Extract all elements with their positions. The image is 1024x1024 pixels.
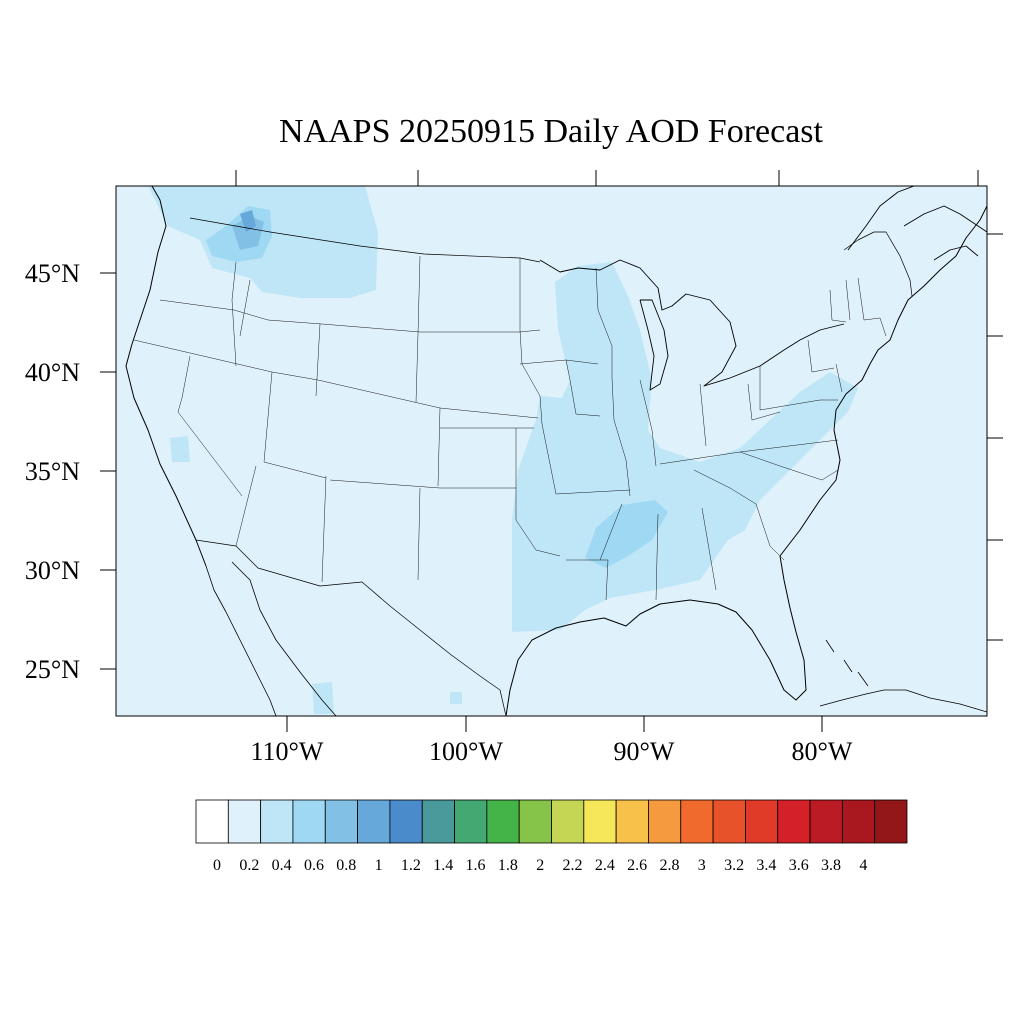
- colorbar-box: [486, 799, 520, 844]
- colorbar-tick-label: 3.8: [821, 857, 841, 874]
- border-us-mexico: [195, 539, 507, 716]
- colorbar-box: [648, 799, 682, 844]
- coastline-cuba-bahamas: [819, 639, 987, 713]
- coastline-gulf: [505, 599, 807, 716]
- chart-title: NAAPS 20250915 Daily AOD Forecast: [279, 113, 824, 150]
- coastline-great-lakes: [539, 259, 845, 391]
- colorbar-tick-label: 2.4: [595, 857, 615, 874]
- colorbar-tick-label: 1.6: [466, 857, 486, 874]
- colorbar-tick-label: 1: [375, 857, 383, 874]
- colorbar: [195, 799, 908, 844]
- map-panel: [115, 185, 988, 717]
- colorbar-box: [680, 799, 714, 844]
- colorbar-tick-label: 1.4: [433, 857, 453, 874]
- colorbar-box: [389, 799, 423, 844]
- lat-label: 35°N: [25, 457, 80, 486]
- map-boundaries: [125, 186, 987, 716]
- border-us-canada: [189, 217, 913, 297]
- lat-label: 45°N: [25, 259, 80, 288]
- colorbar-box: [712, 799, 746, 844]
- colorbar-tick-label: 3: [698, 857, 706, 874]
- colorbar-tick-label: 2.6: [627, 857, 647, 874]
- colorbar-tick-label: 1.2: [401, 857, 421, 874]
- colorbar-box: [518, 799, 552, 844]
- colorbar-tick-label: 3.2: [724, 857, 744, 874]
- colorbar-box: [227, 799, 262, 844]
- aod-field: [148, 186, 858, 714]
- aod-region-mexico-speck: [312, 682, 334, 714]
- colorbar-box: [421, 799, 455, 844]
- longitude-labels: 110°W 100°W 90°W 80°W: [251, 737, 853, 766]
- colorbar-box: [260, 799, 294, 844]
- axis-ticks: [100, 170, 1003, 732]
- colorbar-box: [292, 799, 326, 844]
- colorbar-box: [357, 799, 391, 844]
- colorbar-tick-label: 3.4: [756, 857, 776, 874]
- colorbar-tick-label: 2.2: [563, 857, 583, 874]
- colorbar-box: [195, 799, 229, 844]
- coastline-west: [125, 186, 207, 567]
- colorbar-box: [551, 799, 585, 844]
- lat-label: 40°N: [25, 358, 80, 387]
- colorbar-tick-label: 1.8: [498, 857, 518, 874]
- colorbar-tick-label: 0.8: [336, 857, 356, 874]
- colorbar-box: [615, 799, 649, 844]
- colorbar-tick-label: 0: [213, 857, 221, 874]
- colorbar-tick-label: 2: [536, 857, 544, 874]
- latitude-labels: 45°N 40°N 35°N 30°N 25°N: [25, 259, 80, 684]
- colorbar-box: [777, 799, 811, 844]
- colorbar-tick-label: 0.6: [304, 857, 324, 874]
- colorbar-tick-label: 4: [859, 857, 867, 874]
- colorbar-box: [583, 799, 617, 844]
- colorbar-box: [324, 799, 358, 844]
- state-lines: [133, 255, 887, 601]
- lon-label: 80°W: [792, 737, 853, 766]
- colorbar-tick-label: 2.8: [659, 857, 679, 874]
- colorbar-box: [841, 799, 876, 844]
- lon-label: 110°W: [251, 737, 324, 766]
- colorbar-tick-label: 0.4: [272, 857, 292, 874]
- map-frame: [115, 185, 988, 717]
- aod-region-mississippi-louisiana: [585, 500, 668, 568]
- lat-label: 25°N: [25, 655, 80, 684]
- aod-region-idaho-peak: [240, 210, 256, 232]
- lon-label: 100°W: [429, 737, 503, 766]
- colorbar-box: [454, 799, 488, 844]
- aod-region-california-speck: [170, 436, 190, 462]
- coastline-canada-north: [847, 186, 987, 261]
- colorbar-labels: 0 0.2 0.4 0.6 0.8 1 1.2 1.4 1.6 1.8 2 2.2 2.4 2.6 2.8 3…: [213, 857, 867, 874]
- colorbar-tick-label: 3.6: [789, 857, 809, 874]
- aod-region-idaho-core: [232, 216, 264, 250]
- lon-label: 90°W: [614, 737, 675, 766]
- colorbar-box: [874, 799, 908, 844]
- colorbar-box: [809, 799, 843, 844]
- aod-region-gulf-speck: [450, 692, 462, 704]
- coastline-baja-mexico: [205, 561, 337, 716]
- colorbar-box: [745, 799, 779, 844]
- coastline-east: [779, 205, 987, 609]
- lat-label: 30°N: [25, 556, 80, 585]
- colorbar-tick-label: 0.2: [239, 857, 259, 874]
